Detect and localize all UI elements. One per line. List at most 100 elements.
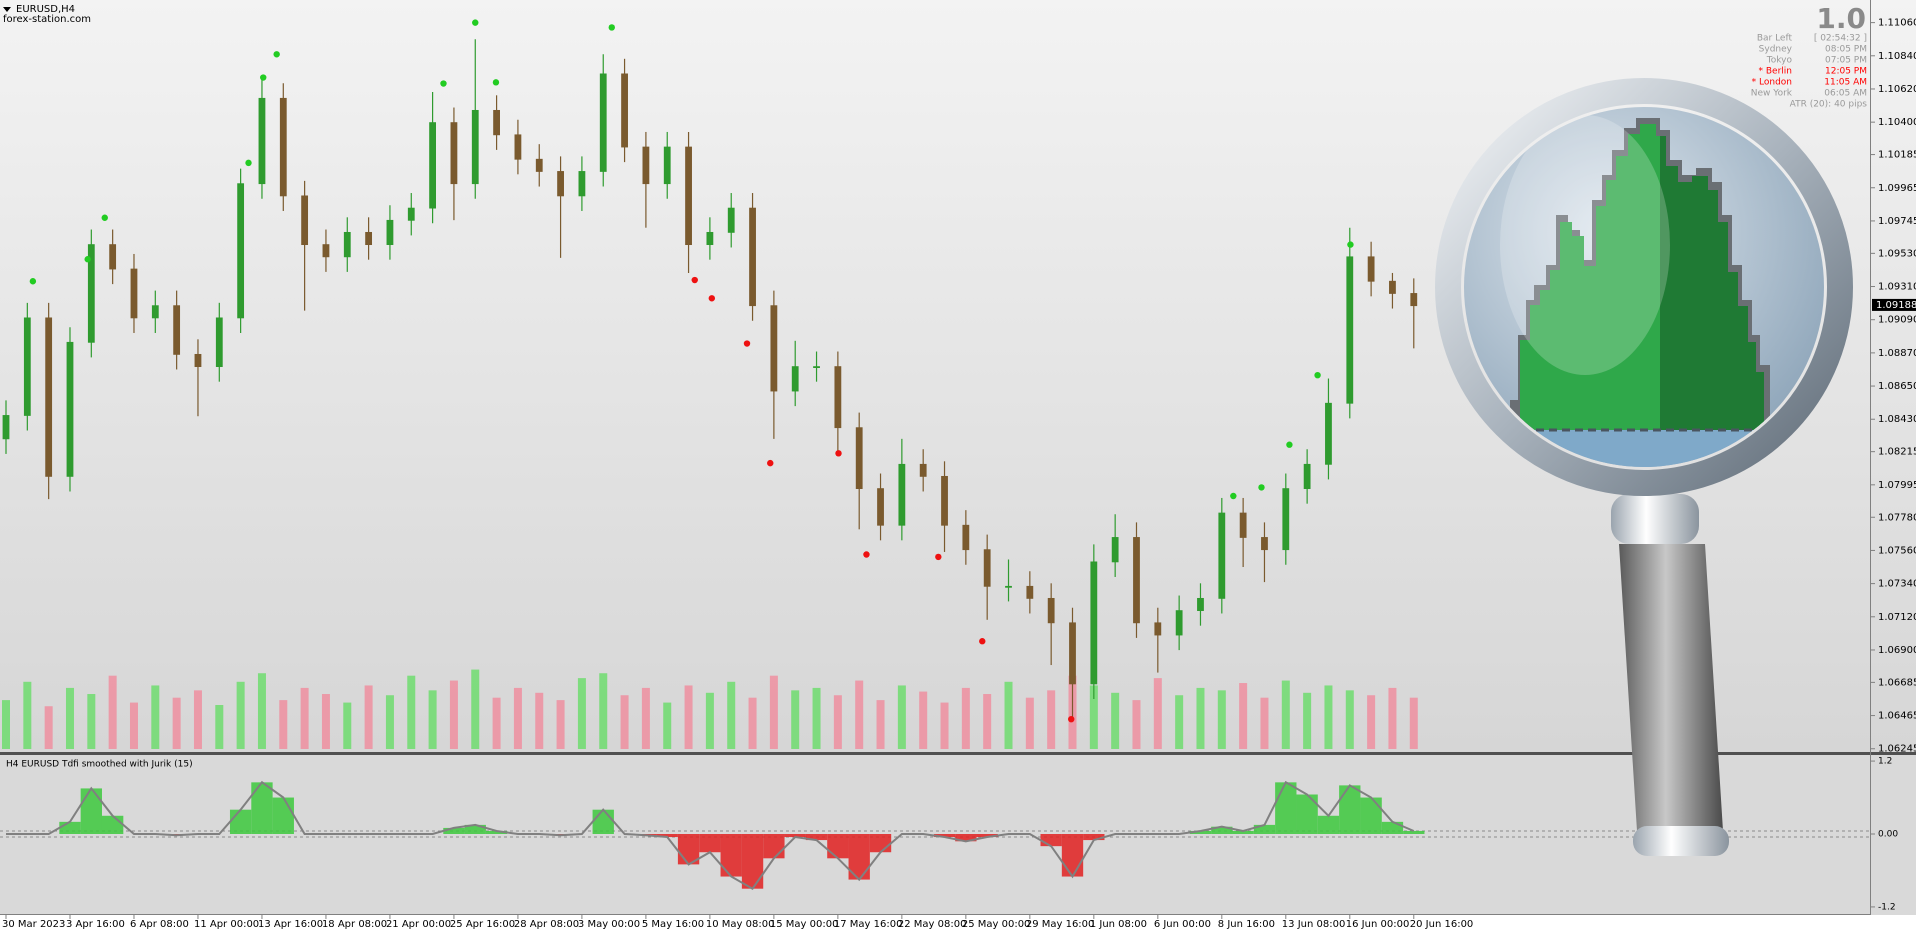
histogram-bar — [976, 834, 998, 838]
y-tick-label: 1.08430 — [1878, 414, 1916, 425]
histogram-bar — [763, 834, 785, 859]
histogram-bar — [229, 809, 252, 834]
magnifier-ring — [1435, 78, 1853, 496]
volume-bar — [1388, 687, 1397, 749]
volume-bar — [1175, 695, 1184, 749]
buy-signal-dot — [1258, 484, 1265, 491]
buy-signal-dot — [492, 79, 500, 86]
candle-body — [1303, 463, 1311, 490]
volume-bar — [343, 702, 352, 749]
sell-signal-dot — [767, 459, 774, 467]
buy-signal-dot — [440, 80, 447, 87]
candle-body — [621, 73, 628, 148]
histogram-bar — [251, 782, 273, 834]
y-tick-label: 1.06465 — [1878, 711, 1916, 722]
y-tick-label: 1.2 — [1878, 757, 1892, 767]
lens-histogram-shade — [1660, 136, 1764, 430]
candle-body — [237, 183, 245, 319]
sell-signal-dot — [979, 638, 986, 645]
y-tick-label: 1.06900 — [1878, 645, 1916, 656]
x-tick-label: 21 Apr 00:00 — [386, 919, 451, 930]
info-label: * Berlin — [1759, 67, 1792, 77]
volume-bar — [172, 697, 181, 749]
histogram-bar — [272, 797, 294, 834]
volume-bar — [855, 680, 864, 749]
y-tick-label: 1.09965 — [1878, 183, 1916, 194]
volume-bar — [876, 700, 885, 749]
volume-bar — [1324, 685, 1333, 749]
volume-bar — [599, 673, 608, 749]
candle-body — [1261, 537, 1268, 551]
candle-body — [557, 171, 564, 197]
y-tick-label: 1.09530 — [1878, 248, 1916, 259]
x-tick-label: 6 Apr 08:00 — [130, 919, 189, 930]
x-tick-label: 20 Jun 16:00 — [1410, 919, 1474, 930]
candle-body — [471, 109, 479, 185]
sell-signal-dot — [863, 551, 870, 558]
x-tick-label: 5 May 16:00 — [642, 919, 704, 930]
histogram-bar — [101, 815, 124, 834]
volume-bar — [279, 700, 288, 749]
candle-body — [535, 158, 543, 172]
lens-content — [1480, 115, 1810, 467]
candle-body — [1367, 256, 1375, 282]
candle-body — [941, 475, 948, 526]
volume-bar — [428, 690, 437, 749]
x-tick-label: 22 May 08:00 — [898, 919, 967, 930]
candle-body — [706, 231, 714, 246]
volume-bar — [407, 675, 416, 749]
histogram-bar — [1381, 821, 1404, 834]
volume-bar — [471, 669, 480, 749]
volume-bar — [1089, 685, 1098, 749]
candle-body — [2, 415, 10, 440]
candle-body — [834, 366, 842, 429]
histogram-bar — [1296, 794, 1318, 834]
candle-body — [1069, 622, 1076, 685]
info-label: Tokyo — [1766, 56, 1793, 66]
histogram-bar — [592, 809, 614, 834]
histogram-bar — [1403, 830, 1425, 834]
candle-body — [898, 463, 906, 526]
volume-bar — [1260, 697, 1269, 749]
buy-signal-dot — [472, 19, 479, 26]
candle-body — [429, 122, 437, 209]
candle-body — [578, 171, 586, 197]
volume-bar — [65, 687, 74, 749]
candle-body — [962, 524, 970, 551]
histogram-bar — [933, 834, 956, 838]
x-tick-label: 25 Apr 16:00 — [450, 919, 515, 930]
candle-body — [1047, 597, 1055, 624]
sell-signal-dot — [743, 340, 751, 347]
volume-bar — [769, 675, 778, 749]
volume-bar — [300, 687, 309, 749]
last-price-label: 1.09188 — [1876, 300, 1916, 311]
candle-body — [258, 97, 266, 185]
candle-body — [279, 97, 287, 197]
buy-signal-dot — [273, 51, 280, 58]
sell-signal-dot — [935, 553, 942, 561]
histogram-bar — [827, 834, 849, 859]
volume-bar — [257, 673, 266, 749]
histogram-bar — [848, 834, 870, 880]
candle-body — [1239, 512, 1247, 538]
y-tick-label: 1.06245 — [1878, 744, 1916, 755]
y-tick-label: 1.09090 — [1878, 315, 1916, 326]
candle-body — [109, 244, 117, 270]
buy-signal-dot — [1286, 441, 1293, 448]
candle-body — [87, 244, 95, 343]
volume-bar — [44, 706, 53, 749]
candle-body — [45, 317, 53, 477]
magnifier-handle — [1619, 544, 1723, 831]
volume-bar — [919, 691, 928, 749]
histogram-bar — [1211, 826, 1233, 834]
magnifier-cap — [1633, 826, 1729, 856]
volume-bar — [1047, 690, 1056, 749]
histogram-bar — [1360, 797, 1382, 834]
volume-bar — [684, 685, 693, 749]
candle-body — [791, 366, 799, 392]
y-tick-label: 1.07120 — [1878, 612, 1916, 623]
sell-signal-dot — [691, 276, 698, 284]
candle-body — [599, 73, 607, 172]
candle-body — [215, 317, 223, 368]
